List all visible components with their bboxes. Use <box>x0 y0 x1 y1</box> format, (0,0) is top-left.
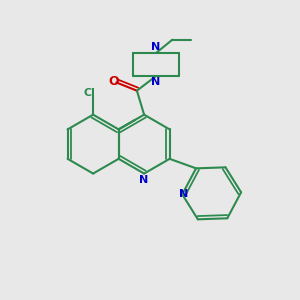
Text: N: N <box>152 77 161 87</box>
Text: Cl: Cl <box>84 88 95 98</box>
Text: N: N <box>140 175 149 185</box>
Text: O: O <box>108 74 119 88</box>
Text: N: N <box>179 189 188 200</box>
Text: N: N <box>152 42 161 52</box>
